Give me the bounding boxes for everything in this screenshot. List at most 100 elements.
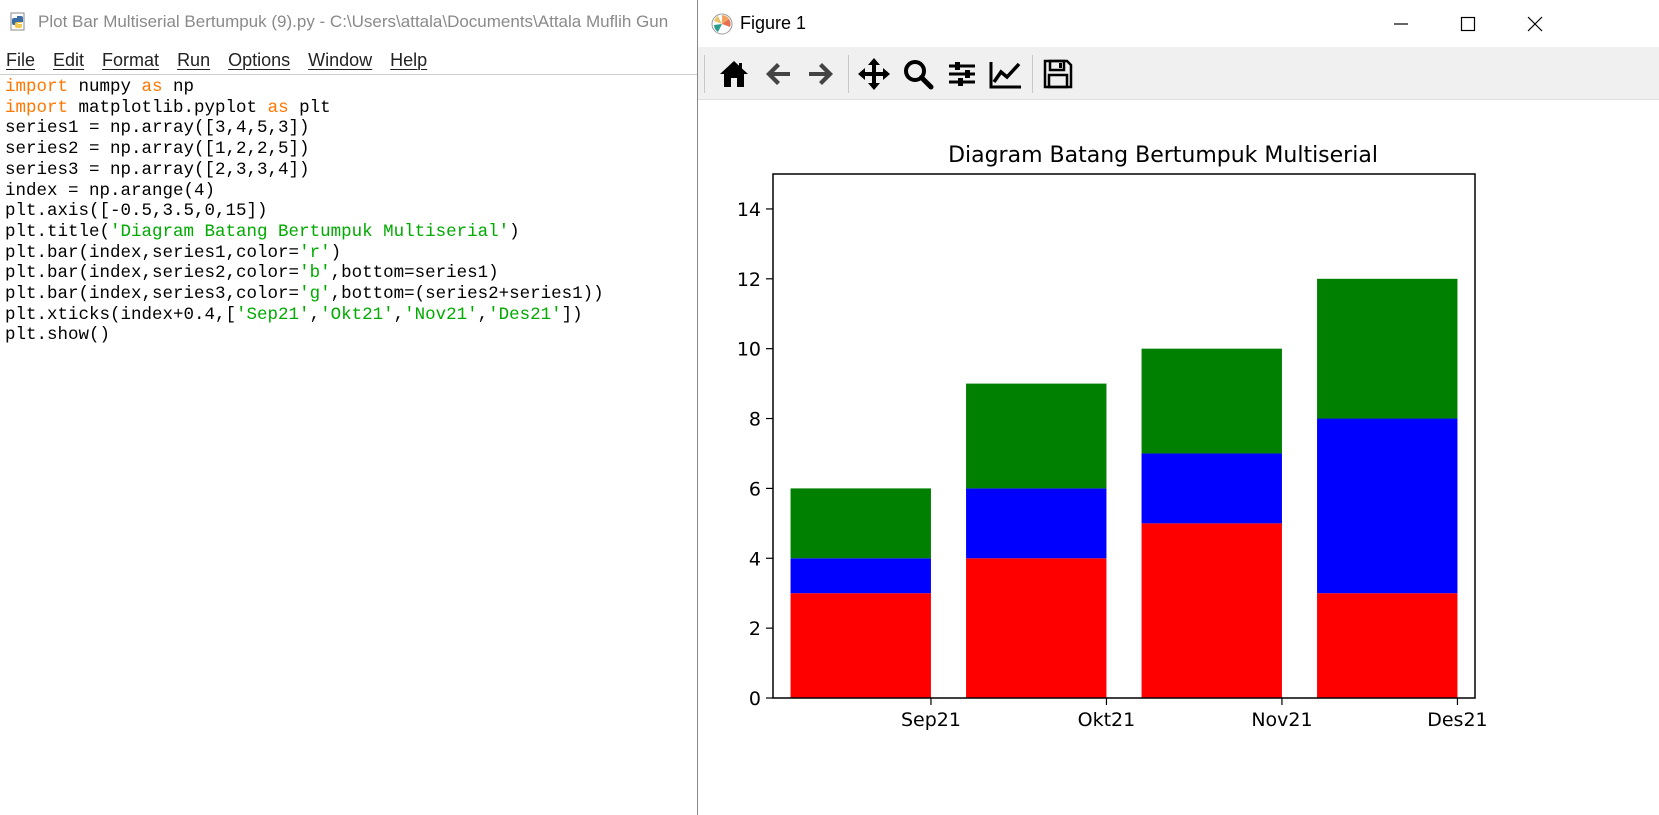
code-line: plt.xticks(index+0.4,['Sep21','Okt21','N… xyxy=(5,305,604,326)
code-text: plt.bar(index,series3,color= xyxy=(5,284,300,305)
code-text: numpy xyxy=(68,77,142,97)
code-line: plt.show() xyxy=(5,325,604,346)
code-line: plt.axis([-0.5,3.5,0,15]) xyxy=(5,201,604,222)
save-button[interactable] xyxy=(1039,55,1077,93)
bar-series2-Nov21 xyxy=(1141,453,1282,524)
figure-title-text: Figure 1 xyxy=(740,13,807,33)
configure-subplots-button[interactable] xyxy=(943,55,981,93)
y-tick-label: 10 xyxy=(737,339,761,361)
axes-frame xyxy=(772,173,1476,699)
idle-editor-window: Plot Bar Multiserial Bertumpuk (9).py - … xyxy=(0,0,700,815)
code-text: matplotlib.pyplot xyxy=(68,97,268,118)
bar-series3-Sep21 xyxy=(790,488,931,559)
menu-window[interactable]: Window xyxy=(308,49,373,70)
figure-toolbar xyxy=(698,47,1659,100)
bar-series3-Des21 xyxy=(1317,278,1458,419)
bars-layer xyxy=(790,278,1458,698)
figure-title-bar[interactable]: Figure 1 xyxy=(698,0,1659,47)
code-line: plt.title('Diagram Batang Bertumpuk Mult… xyxy=(5,222,604,243)
x-tick-label-nov21: Nov21 xyxy=(1251,709,1312,731)
code-text: series2 = np.array([1,2,2,5]) xyxy=(5,139,310,160)
x-tick-label-okt21: Okt21 xyxy=(1078,709,1136,731)
menu-edit[interactable]: Edit xyxy=(53,49,85,70)
code-text: , xyxy=(477,304,489,325)
code-text: , xyxy=(309,304,321,325)
code-text: plt xyxy=(288,97,331,118)
editor-title-text: Plot Bar Multiserial Bertumpuk (9).py - … xyxy=(38,12,669,31)
code-line: plt.bar(index,series3,color='g',bottom=(… xyxy=(5,284,604,305)
maximize-button[interactable] xyxy=(1433,0,1503,47)
editor-menu-bar: File Edit Format Run Options Window Help xyxy=(0,46,700,74)
code-keyword: as xyxy=(267,97,289,118)
back-button[interactable] xyxy=(759,55,797,93)
code-string: 'Sep21' xyxy=(236,304,310,325)
code-text: plt.title( xyxy=(5,221,111,242)
edit-axis-icon xyxy=(989,62,1021,89)
code-text: ,bottom=series1) xyxy=(330,263,499,284)
ticks-layer: 0 2 4 6 8 10 12 14 Sep21 Okt21 Nov21 Des21 xyxy=(737,199,1488,731)
y-tick-label: 8 xyxy=(749,409,761,431)
toolbar-grip xyxy=(704,55,705,93)
code-line: series1 = np.array([3,4,5,3]) xyxy=(5,118,604,139)
bar-series1-Okt21 xyxy=(966,558,1107,698)
y-tick-label: 2 xyxy=(749,618,761,640)
y-tick-label: 6 xyxy=(749,478,761,500)
minimize-button[interactable] xyxy=(1366,0,1436,47)
code-text: plt.bar(index,series2,color= xyxy=(5,263,300,284)
x-tick-label-sep21: Sep21 xyxy=(901,709,961,731)
code-text: plt.xticks(index+0.4,[ xyxy=(5,304,237,325)
menu-format[interactable]: Format xyxy=(102,49,160,70)
code-line: series3 = np.array([2,3,3,4]) xyxy=(5,160,604,181)
close-button[interactable] xyxy=(1500,0,1570,47)
code-line: plt.bar(index,series2,color='b',bottom=s… xyxy=(5,263,604,284)
forward-button[interactable] xyxy=(802,55,840,93)
code-text: ) xyxy=(509,221,520,242)
code-text: index = np.arange(4) xyxy=(5,180,216,201)
bar-series3-Nov21 xyxy=(1141,348,1282,454)
code-editor-text-area[interactable]: import numpy as np import matplotlib.pypl… xyxy=(5,77,604,346)
code-line: import matplotlib.pyplot as plt xyxy=(5,98,604,119)
code-text: ,bottom=(series2+series1)) xyxy=(330,284,604,305)
code-line: import numpy as np xyxy=(5,77,604,98)
edit-axis-button[interactable] xyxy=(987,55,1025,93)
code-keyword: as xyxy=(141,77,163,97)
code-keyword: import xyxy=(5,77,69,97)
menu-help[interactable]: Help xyxy=(390,49,428,70)
toolbar-separator-2 xyxy=(1032,55,1033,93)
home-icon xyxy=(720,61,748,87)
code-text: plt.show() xyxy=(5,325,111,346)
minimize-icon xyxy=(1394,22,1408,25)
bar-series3-Okt21 xyxy=(966,383,1107,489)
chart-title: Diagram Batang Bertumpuk Multiserial xyxy=(948,143,1378,168)
bar-series1-Nov21 xyxy=(1141,523,1282,698)
zoom-button[interactable] xyxy=(899,55,937,93)
y-tick-label: 0 xyxy=(749,688,761,710)
bar-series2-Des21 xyxy=(1317,418,1458,594)
bar-series2-Okt21 xyxy=(966,488,1107,559)
bar-series1-Sep21 xyxy=(790,593,931,698)
menu-file[interactable]: File xyxy=(6,49,36,70)
x-tick-label-des21: Des21 xyxy=(1427,709,1487,731)
editor-title-bar[interactable]: Plot Bar Multiserial Bertumpuk (9).py - … xyxy=(0,0,700,44)
y-tick-label: 4 xyxy=(749,548,761,570)
code-text: plt.axis([-0.5,3.5,0,15]) xyxy=(5,201,268,222)
code-string: 'g' xyxy=(299,284,331,305)
code-string: 'Nov21' xyxy=(404,304,478,325)
menu-divider xyxy=(0,74,700,75)
toolbar-separator xyxy=(848,55,849,93)
menu-run[interactable]: Run xyxy=(177,49,211,70)
code-text: series3 = np.array([2,3,3,4]) xyxy=(5,159,310,180)
code-string: 'b' xyxy=(299,263,331,284)
menu-options[interactable]: Options xyxy=(228,49,291,70)
code-text: ) xyxy=(330,242,342,263)
zoom-icon xyxy=(904,60,934,90)
code-text: np xyxy=(162,77,195,97)
y-tick-label: 14 xyxy=(737,199,761,221)
code-text: , xyxy=(393,304,405,325)
configure-subplots-icon xyxy=(949,62,975,86)
home-button[interactable] xyxy=(715,55,753,93)
code-line: series2 = np.array([1,2,2,5]) xyxy=(5,139,604,160)
matplotlib-logo-icon xyxy=(711,13,733,34)
pan-button[interactable] xyxy=(855,55,893,93)
pan-icon xyxy=(858,58,890,90)
